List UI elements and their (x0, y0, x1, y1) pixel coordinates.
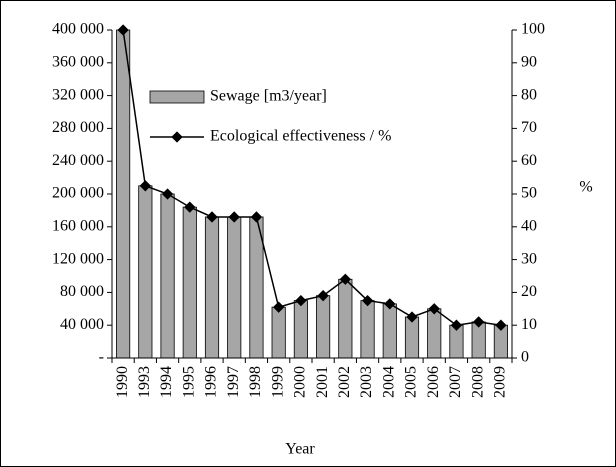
x-tick-label: 2004 (380, 366, 397, 398)
y-tick-label: 360 000 (52, 53, 104, 70)
marker (161, 188, 174, 200)
bar (182, 206, 197, 359)
bar (382, 303, 397, 359)
bar (360, 300, 375, 359)
x-tick-label: 2002 (336, 366, 353, 398)
marker (361, 294, 374, 307)
marker (206, 211, 218, 223)
y2-tick-label: 50 (521, 185, 537, 202)
y2-axis-label: % (579, 179, 592, 196)
legend-swatch (149, 90, 205, 104)
y2-tick-label: 70 (521, 119, 537, 136)
x-tick-label: 2003 (358, 366, 375, 398)
legend-label: Ecological effectiveness / % (210, 128, 391, 145)
x-tick-label: 2005 (403, 366, 420, 398)
y-tick-label: 40 000 (60, 316, 104, 333)
x-tick-label: 2001 (314, 366, 331, 398)
bar (204, 216, 220, 359)
y2-tick-label: 0 (521, 349, 529, 366)
bar (227, 216, 242, 359)
marker (184, 201, 196, 213)
marker (428, 303, 440, 315)
y-tick-label: 120 000 (52, 250, 104, 267)
marker (228, 211, 240, 223)
y2-tick-label: 40 (521, 217, 537, 234)
bar (427, 308, 442, 359)
y-tick-label: 280 000 (52, 119, 104, 136)
marker (139, 180, 151, 192)
marker (317, 290, 329, 302)
marker (339, 273, 351, 285)
bar (138, 185, 153, 359)
x-tick-label: 1998 (247, 366, 264, 398)
x-tick-label: 2008 (469, 366, 486, 398)
bar (316, 295, 331, 359)
marker (295, 294, 307, 307)
y2-tick-label: 60 (521, 152, 537, 169)
y2-tick-label: 100 (521, 21, 545, 38)
bar (338, 278, 353, 359)
marker (450, 319, 463, 331)
y2-tick-label: 80 (521, 86, 537, 103)
marker (473, 316, 485, 328)
marker (273, 301, 285, 313)
y2-tick-label: 90 (521, 53, 537, 70)
legend-marker (171, 131, 183, 143)
y-tick-label: 200 000 (52, 185, 104, 202)
marker (384, 298, 396, 310)
x-tick-label: 2006 (425, 366, 442, 398)
y-tick-label: 240 000 (52, 152, 104, 169)
x-tick-label: 1995 (180, 366, 197, 398)
marker (406, 311, 418, 323)
y2-tick-label: 10 (521, 316, 537, 333)
x-axis-label: Year (285, 441, 315, 458)
y2-tick-label: 30 (521, 250, 537, 267)
bar (271, 306, 286, 359)
x-tick-label: 2000 (292, 366, 309, 398)
y2-tick-label: 20 (521, 283, 537, 300)
x-tick-label: 2007 (447, 366, 464, 398)
bar (116, 29, 131, 359)
x-tick-label: 1996 (203, 366, 220, 398)
legend-label: Sewage [m3/year] (210, 88, 327, 105)
x-tick-label: 1990 (114, 366, 131, 398)
bar (160, 193, 175, 359)
y-tick-label: 400 000 (52, 21, 104, 38)
x-tick-label: 1994 (158, 366, 175, 398)
y-tick-label: 160 000 (52, 217, 104, 234)
x-tick-label: 2009 (492, 366, 509, 398)
marker (495, 319, 507, 331)
y-tick-label: - (99, 349, 104, 366)
x-tick-label: 1997 (225, 366, 242, 398)
bar (293, 300, 308, 359)
x-tick-label: 1993 (136, 366, 153, 398)
x-tick-label: 1999 (269, 366, 286, 398)
y-tick-label: 80 000 (60, 283, 104, 300)
bar (404, 316, 420, 359)
line (122, 29, 501, 326)
y-tick-label: 320 000 (52, 86, 104, 103)
